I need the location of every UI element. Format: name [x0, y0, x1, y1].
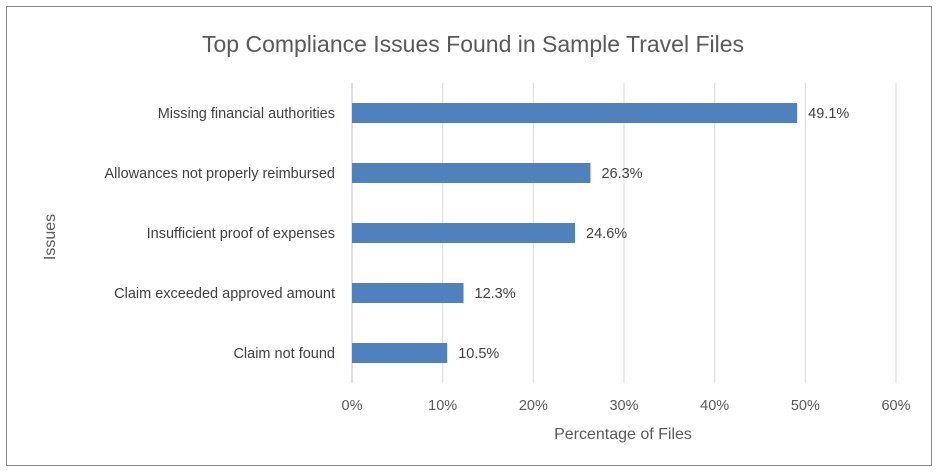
- data-label-2: 26.3%: [601, 166, 642, 182]
- x-axis-title: Percentage of Files: [554, 426, 692, 443]
- bar-1: [352, 103, 798, 123]
- chart-frame: Top Compliance Issues Found in Sample Tr…: [6, 6, 932, 466]
- category-label-5: Claim not found: [233, 346, 335, 362]
- bar-layer: [352, 103, 798, 363]
- bar-5: [352, 343, 448, 363]
- data-label-3: 24.6%: [586, 226, 627, 242]
- data-label-1: 49.1%: [808, 106, 849, 122]
- x-tick-label-3: 30%: [609, 398, 638, 414]
- category-label-2: Allowances not properly reimbursed: [105, 166, 336, 182]
- category-label-3: Insufficient proof of expenses: [147, 226, 335, 242]
- label-layer: 0% 10% 20% 30% 40% 50% 60% Missing financial au…: [105, 106, 911, 414]
- data-label-4: 12.3%: [475, 286, 516, 302]
- x-tick-label-2: 20%: [519, 398, 548, 414]
- chart-title: Top Compliance Issues Found in Sample Tr…: [202, 31, 744, 57]
- data-label-5: 10.5%: [458, 346, 499, 362]
- category-label-1: Missing financial authorities: [158, 106, 335, 122]
- bar-3: [352, 223, 576, 243]
- y-axis-title: Issues: [42, 214, 59, 260]
- x-tick-label-1: 10%: [428, 398, 457, 414]
- category-label-4: Claim exceeded approved amount: [114, 286, 335, 302]
- x-tick-label-0: 0%: [342, 398, 363, 414]
- x-tick-label-5: 50%: [791, 398, 820, 414]
- x-tick-label-4: 40%: [700, 398, 729, 414]
- chart-svg: Top Compliance Issues Found in Sample Tr…: [42, 31, 911, 443]
- bar-4: [352, 283, 464, 303]
- x-tick-label-6: 60%: [881, 398, 910, 414]
- bar-2: [352, 163, 591, 183]
